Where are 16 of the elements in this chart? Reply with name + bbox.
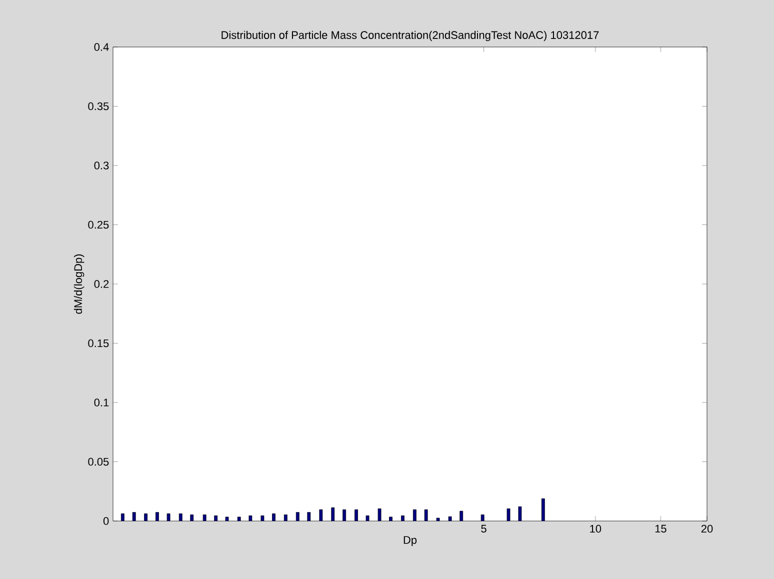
x-axis-title: Dp — [404, 536, 417, 546]
x-tick-label: 10 — [590, 524, 602, 533]
y-tick-label: 0.25 — [88, 220, 109, 229]
y-axis-title: dM/d(logDp) — [74, 254, 84, 314]
x-tick-label: 20 — [701, 524, 713, 533]
y-tick-label: 0.1 — [94, 398, 109, 406]
y-tick-label: 0.4 — [94, 43, 109, 51]
x-tick-label: 15 — [655, 524, 666, 533]
y-tick-label: 0.05 — [88, 458, 109, 466]
y-tick-label: 0.35 — [88, 102, 109, 110]
chart-title: Distribution of Particle Mass Concentration(2ndSandingTest NoAC) 10312017 — [222, 30, 599, 42]
y-tick-label: 0.3 — [94, 162, 109, 170]
y-tick-label: 0.15 — [88, 339, 109, 348]
x-tick-label: 5 — [481, 524, 486, 533]
y-tick-label: 0 — [103, 517, 109, 525]
y-tick-label: 0.2 — [94, 280, 109, 288]
